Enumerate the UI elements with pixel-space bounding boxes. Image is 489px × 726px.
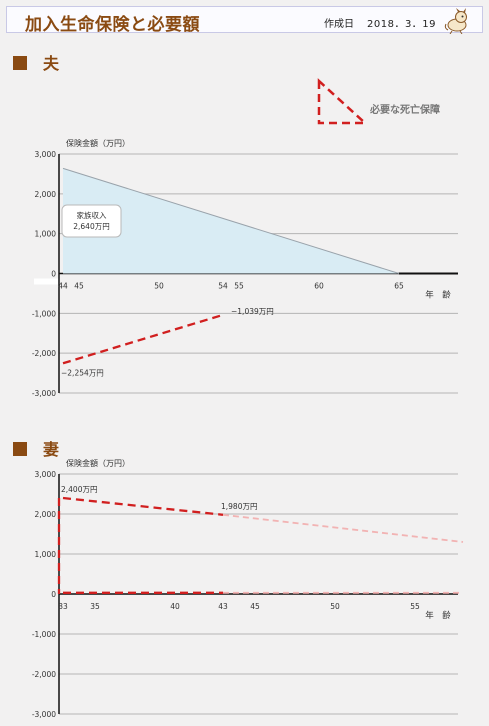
date-label: 作成日 (324, 19, 354, 30)
x-tick-label: 50 (154, 282, 164, 291)
y-tick-label: -3,000 (32, 710, 56, 719)
x-tick-label: 45 (74, 282, 84, 291)
annotation-box (61, 204, 122, 238)
x-tick-label: 60 (314, 282, 324, 291)
y-tick-label: -1,000 (32, 309, 56, 318)
mascot-icon (444, 8, 467, 34)
zero-label-mask (34, 278, 58, 285)
y-tick-label: -1,000 (32, 630, 56, 639)
x-axis-title: 年 齢 (425, 290, 451, 301)
x-tick-label: 33 (58, 602, 68, 611)
x-tick-label: 55 (234, 282, 244, 291)
y-tick-label: 1,000 (35, 230, 57, 239)
y-axis-title: 保険金額（万円） (66, 138, 130, 148)
series-line (222, 513, 464, 543)
chart-husband: 保険金額（万円） 3,000 2,000 1,000 0 -1,000 -2,000 -3,0… (32, 138, 458, 398)
x-tick-label: 40 (170, 602, 180, 611)
data-label: −1,039万円 (231, 307, 274, 316)
legend-triangle-icon (317, 78, 368, 125)
chart-wife: 保険金額（万円） 3,000 2,000 1,000 0 -1,000 -2,000 -3,0… (32, 458, 464, 719)
x-tick-label: 45 (250, 602, 260, 611)
y-tick-label: -3,000 (32, 389, 56, 398)
y-tick-label: 2,000 (35, 190, 57, 199)
x-axis-title: 年 齢 (425, 610, 451, 621)
y-tick-label: -2,000 (32, 670, 56, 679)
series-area-edge (62, 167, 400, 274)
y-tick-label: 0 (51, 270, 56, 279)
x-tick-label: 43 (218, 602, 228, 611)
series-area (63, 168, 399, 274)
section-wife: 妻 (13, 436, 59, 460)
y-axis-title: 保険金額（万円） (66, 458, 130, 468)
y-tick-label: 1,000 (35, 550, 57, 559)
x-tick-label: 35 (90, 602, 100, 611)
section-title-husband: 夫 (43, 54, 60, 73)
annotation-value: 2,640万円 (73, 222, 109, 231)
data-label: −2,254万円 (61, 368, 104, 377)
x-tick-label: 55 (410, 602, 420, 611)
y-tick-label: 3,000 (35, 150, 57, 159)
series-line (62, 313, 224, 365)
x-tick-label: 44 (58, 282, 68, 291)
date-value: 2018．3．19 (367, 19, 437, 30)
y-tick-label: 3,000 (35, 470, 57, 479)
x-tick-label: 65 (394, 282, 404, 291)
y-tick-label: 0 (51, 590, 56, 599)
legend-label: 必要な死亡保障 (370, 105, 440, 116)
series-line (62, 496, 224, 516)
header-bar: 加入生命保険と必要額 作成日 2018．3．19 (6, 6, 483, 35)
section-square-icon (13, 442, 27, 456)
x-tick-label: 50 (330, 602, 340, 611)
page-title: 加入生命保険と必要額 (25, 15, 200, 35)
data-label: 2,400万円 (61, 485, 97, 494)
annotation-label: 家族収入 (77, 210, 107, 220)
section-square-icon (13, 56, 27, 70)
section-husband: 夫 (13, 50, 59, 74)
data-label: 1,980万円 (221, 502, 257, 511)
x-tick-label: 54 (218, 282, 228, 291)
y-tick-label: 2,000 (35, 510, 57, 519)
y-tick-label: -2,000 (32, 349, 56, 358)
section-title-wife: 妻 (43, 440, 60, 459)
